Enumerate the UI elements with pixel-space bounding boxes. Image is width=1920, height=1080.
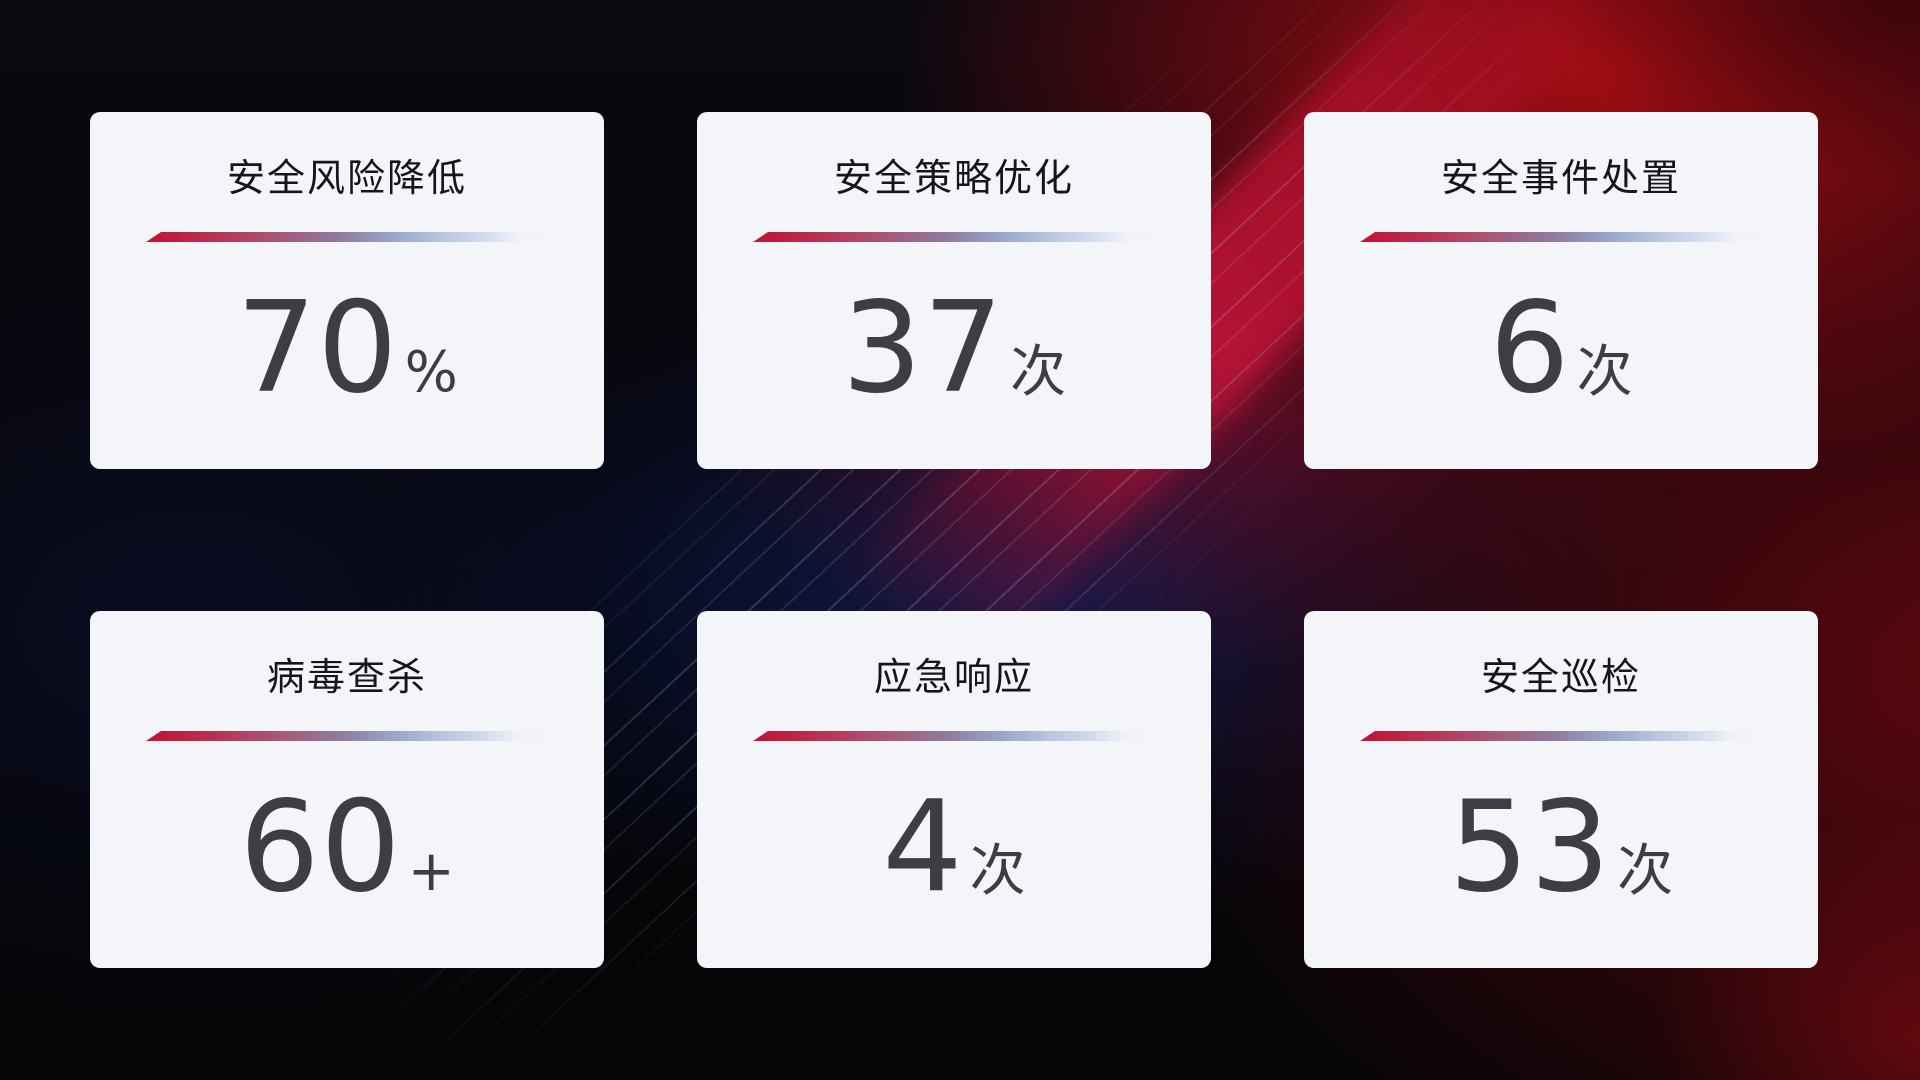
stat-value-number: 6: [1489, 273, 1571, 421]
stat-card-title: 安全风险降低: [226, 158, 467, 200]
stat-card-security-inspection: 安全巡检 53 次: [1304, 611, 1818, 968]
stat-card-emergency-response: 应急响应 4 次: [697, 611, 1211, 968]
stat-card-virus-scan: 病毒查杀 60 +: [90, 611, 604, 968]
stat-value-unit: 次: [1617, 838, 1674, 904]
stat-value-number: 37: [841, 273, 1005, 421]
stat-value-number: 70: [236, 273, 399, 421]
gradient-divider: [753, 731, 1155, 741]
stat-card-title: 应急响应: [873, 657, 1034, 699]
stat-card-value: 37 次: [697, 242, 1211, 469]
stat-value-number: 4: [882, 772, 964, 920]
stat-card-value: 4 次: [697, 741, 1211, 968]
stat-card-policy-optimization: 安全策略优化 37 次: [697, 112, 1211, 469]
stat-card-value: 53 次: [1304, 741, 1818, 968]
stat-card-value: 6 次: [1304, 242, 1818, 469]
stat-value-unit: %: [404, 339, 458, 405]
stat-card-value: 70 %: [90, 242, 604, 469]
stat-card-title: 安全巡检: [1480, 657, 1641, 699]
gradient-divider: [146, 232, 548, 242]
stat-value-unit: 次: [1010, 339, 1067, 405]
stat-card-risk-reduction: 安全风险降低 70 %: [90, 112, 604, 469]
stat-value-unit: +: [407, 838, 455, 904]
stat-value-unit: 次: [1576, 339, 1633, 405]
gradient-divider: [1360, 232, 1762, 242]
gradient-divider: [1360, 731, 1762, 741]
gradient-divider: [146, 731, 548, 741]
stat-card-title: 安全事件处置: [1440, 158, 1681, 200]
stat-card-value: 60 +: [90, 741, 604, 968]
gradient-divider: [753, 232, 1155, 242]
stat-card-title: 病毒查杀: [266, 657, 427, 699]
stat-value-number: 53: [1448, 772, 1612, 920]
stat-value-unit: 次: [969, 838, 1026, 904]
stat-card-title: 安全策略优化: [833, 158, 1074, 200]
stat-card-incident-handling: 安全事件处置 6 次: [1304, 112, 1818, 469]
stat-value-number: 60: [239, 772, 402, 920]
